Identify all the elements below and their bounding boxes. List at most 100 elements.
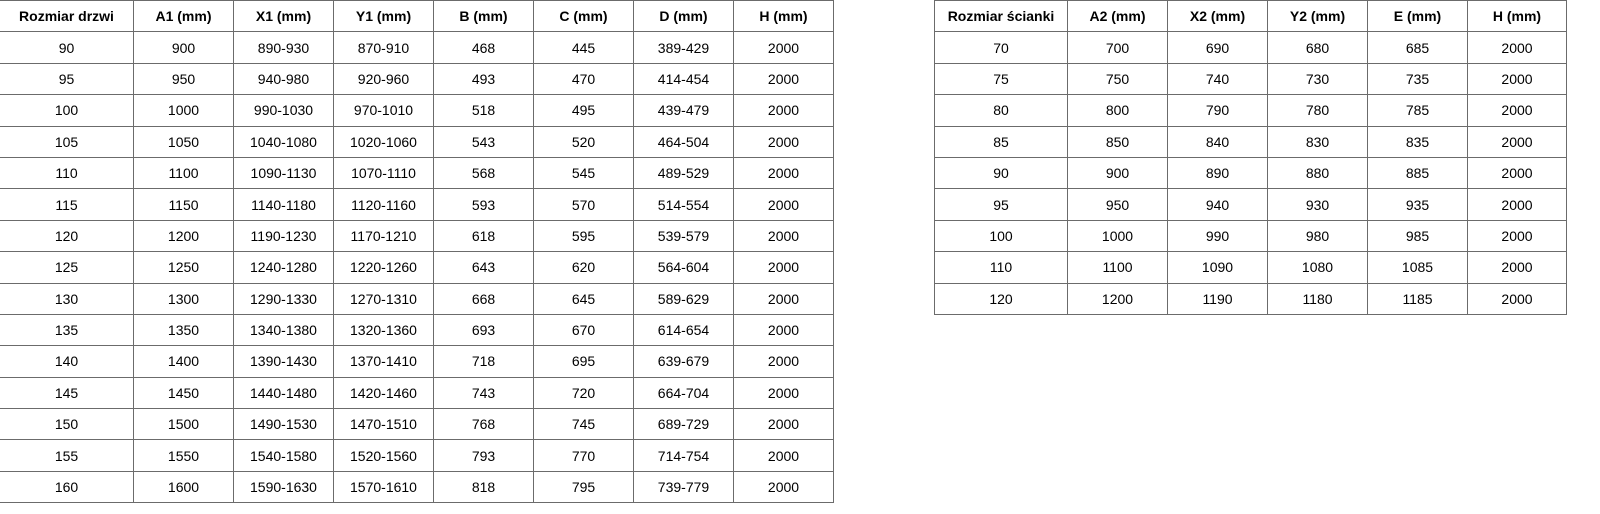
table-cell: 1000 [1067,219,1168,253]
table-cell: 1080 [1267,251,1368,284]
table-cell: 2000 [733,282,834,315]
table-cell: 1020-1060 [333,125,434,158]
table-cell: 2000 [733,125,834,158]
table-cell: 920-960 [333,62,434,96]
table-cell: 2000 [733,219,834,253]
table-cell: 1420-1460 [333,376,434,410]
table-cell: 1085 [1367,251,1468,284]
table-cell: 614-654 [633,313,734,347]
table-row: 80 800 790 780 785 2000 [934,94,1567,127]
table-cell: 570 [533,188,634,221]
table-cell: 2000 [1467,62,1567,96]
table-cell: 468 [433,31,534,64]
table-cell: 1100 [133,156,234,190]
table-cell: 1500 [133,408,234,441]
table-cell: 1190-1230 [233,219,334,253]
door-size-table: Rozmiar drzwi A1 (mm) X1 (mm) Y1 (mm) B (mm)… [0,0,834,504]
table-cell: 1200 [1067,282,1168,315]
table-cell: 1070-1110 [333,156,434,190]
table-cell: 110 [0,156,134,190]
table-cell: 1180 [1267,282,1368,315]
table-cell: 730 [1267,62,1368,96]
table-cell: 130 [0,282,134,315]
table-cell: 1100 [1067,251,1168,284]
table-row: 155 1550 1540-1580 1520-1560 793 770 714-754 20… [0,439,834,472]
table-cell: 793 [433,439,534,472]
table-cell: 1120-1160 [333,188,434,221]
table-cell: 568 [433,156,534,190]
table-cell: 160 [0,470,134,504]
table-cell: 668 [433,282,534,315]
table-cell: 389-429 [633,31,734,64]
table-cell: 643 [433,251,534,284]
table-cell: 2000 [1467,188,1567,221]
table-cell: 545 [533,156,634,190]
table-cell: 2000 [1467,31,1567,64]
table-cell: 1150 [133,188,234,221]
table-cell: 1220-1260 [333,251,434,284]
table-row: 110 1100 1090 1080 1085 2000 [934,251,1567,284]
table-cell: 689-729 [633,408,734,441]
table-row: 110 1100 1090-1130 1070-1110 568 545 489-529 20… [0,156,834,190]
table-cell: 140 [0,345,134,378]
table-cell: 950 [1067,188,1168,221]
table-cell: 150 [0,408,134,441]
table-cell: 493 [433,62,534,96]
table-cell: 890 [1167,156,1268,190]
table-cell: 100 [0,94,134,127]
table-cell: 900 [133,31,234,64]
table-cell: 970-1010 [333,94,434,127]
table-cell: 1470-1510 [333,408,434,441]
table-cell: 693 [433,313,534,347]
table-cell: 1040-1080 [233,125,334,158]
table-cell: 1000 [133,94,234,127]
table-cell: 115 [0,188,134,221]
column-header: E (mm) [1367,0,1468,33]
table-cell: 1140-1180 [233,188,334,221]
table-cell: 1270-1310 [333,282,434,315]
table-cell: 520 [533,125,634,158]
table-cell: 2000 [733,313,834,347]
table-cell: 125 [0,251,134,284]
table-cell: 618 [433,219,534,253]
column-header: C (mm) [533,0,634,33]
table-cell: 940 [1167,188,1268,221]
table-cell: 1540-1580 [233,439,334,472]
table-cell: 664-704 [633,376,734,410]
column-header: H (mm) [1467,0,1567,33]
header-row: Rozmiar drzwi A1 (mm) X1 (mm) Y1 (mm) B (mm)… [0,0,834,33]
table-cell: 110 [934,251,1068,284]
table-cell: 790 [1167,94,1268,127]
table-cell: 2000 [1467,282,1567,315]
table-cell: 1090 [1167,251,1268,284]
table-cell: 514-554 [633,188,734,221]
table-cell: 145 [0,376,134,410]
table-cell: 1290-1330 [233,282,334,315]
table-cell: 135 [0,313,134,347]
table-cell: 2000 [733,62,834,96]
table-cell: 593 [433,188,534,221]
table-row: 145 1450 1440-1480 1420-1460 743 720 664-704 20… [0,376,834,410]
table-cell: 1200 [133,219,234,253]
table-cell: 1450 [133,376,234,410]
table-cell: 1190 [1167,282,1268,315]
table-cell: 543 [433,125,534,158]
table-cell: 935 [1367,188,1468,221]
table-cell: 1440-1480 [233,376,334,410]
table-cell: 785 [1367,94,1468,127]
table-cell: 1600 [133,470,234,504]
table-row: 120 1200 1190-1230 1170-1210 618 595 539-579 20… [0,219,834,253]
table-cell: 714-754 [633,439,734,472]
table-cell: 85 [934,125,1068,158]
table-row: 160 1600 1590-1630 1570-1610 818 795 739-779 20… [0,470,834,504]
table-cell: 835 [1367,125,1468,158]
table-row: 150 1500 1490-1530 1470-1510 768 745 689-729 20… [0,408,834,441]
table-cell: 745 [533,408,634,441]
column-header: Rozmiar drzwi [0,0,134,33]
table-cell: 90 [934,156,1068,190]
table-row: 120 1200 1190 1180 1185 2000 [934,282,1567,315]
table-cell: 818 [433,470,534,504]
table-row: 130 1300 1290-1330 1270-1310 668 645 589-629 20… [0,282,834,315]
table-row: 90 900 890-930 870-910 468 445 389-429 2000 [0,31,834,64]
table-cell: 980 [1267,219,1368,253]
